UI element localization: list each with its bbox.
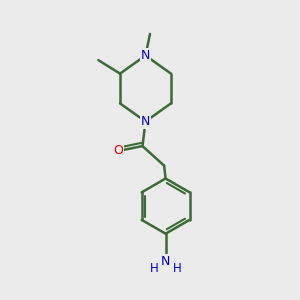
Text: H: H <box>172 262 182 275</box>
Text: O: O <box>114 144 123 157</box>
Text: N: N <box>161 255 170 268</box>
Text: N: N <box>141 115 150 128</box>
Text: N: N <box>141 49 150 62</box>
Text: H: H <box>150 262 159 275</box>
